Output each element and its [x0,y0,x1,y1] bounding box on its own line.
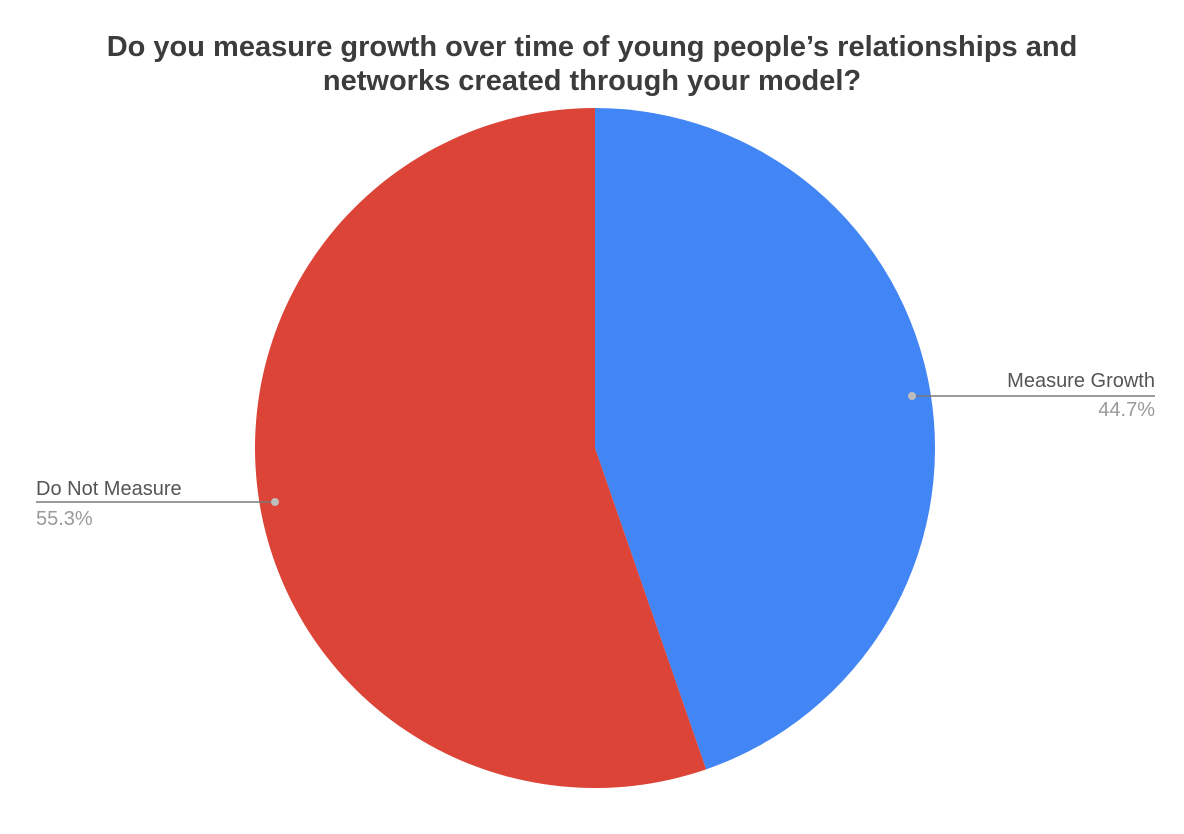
slice-value-do-not-measure: 55.3% [36,508,93,530]
pie-slice-do-not-measure [255,108,707,788]
slice-label-do-not-measure: Do Not Measure [36,478,182,500]
leader-dot-measure-growth [908,392,916,400]
chart-title-line-1: Do you measure growth over time of young… [106,31,1078,63]
slice-leader-lines [36,392,1155,506]
slice-value-measure-growth: 44.7% [1098,399,1155,421]
pie-slice-measure-growth [595,108,936,770]
slice-label-measure-growth: Measure Growth [1007,370,1155,392]
leader-dot-do-not-measure [271,498,279,506]
pie-slices [255,108,936,788]
chart-title: Do you measure growth over time of young… [0,30,1184,98]
slice-labels: Measure Growth 44.7% Do Not Measure 55.3% [36,370,1155,530]
chart-title-line-2: networks created through your model? [322,65,862,97]
